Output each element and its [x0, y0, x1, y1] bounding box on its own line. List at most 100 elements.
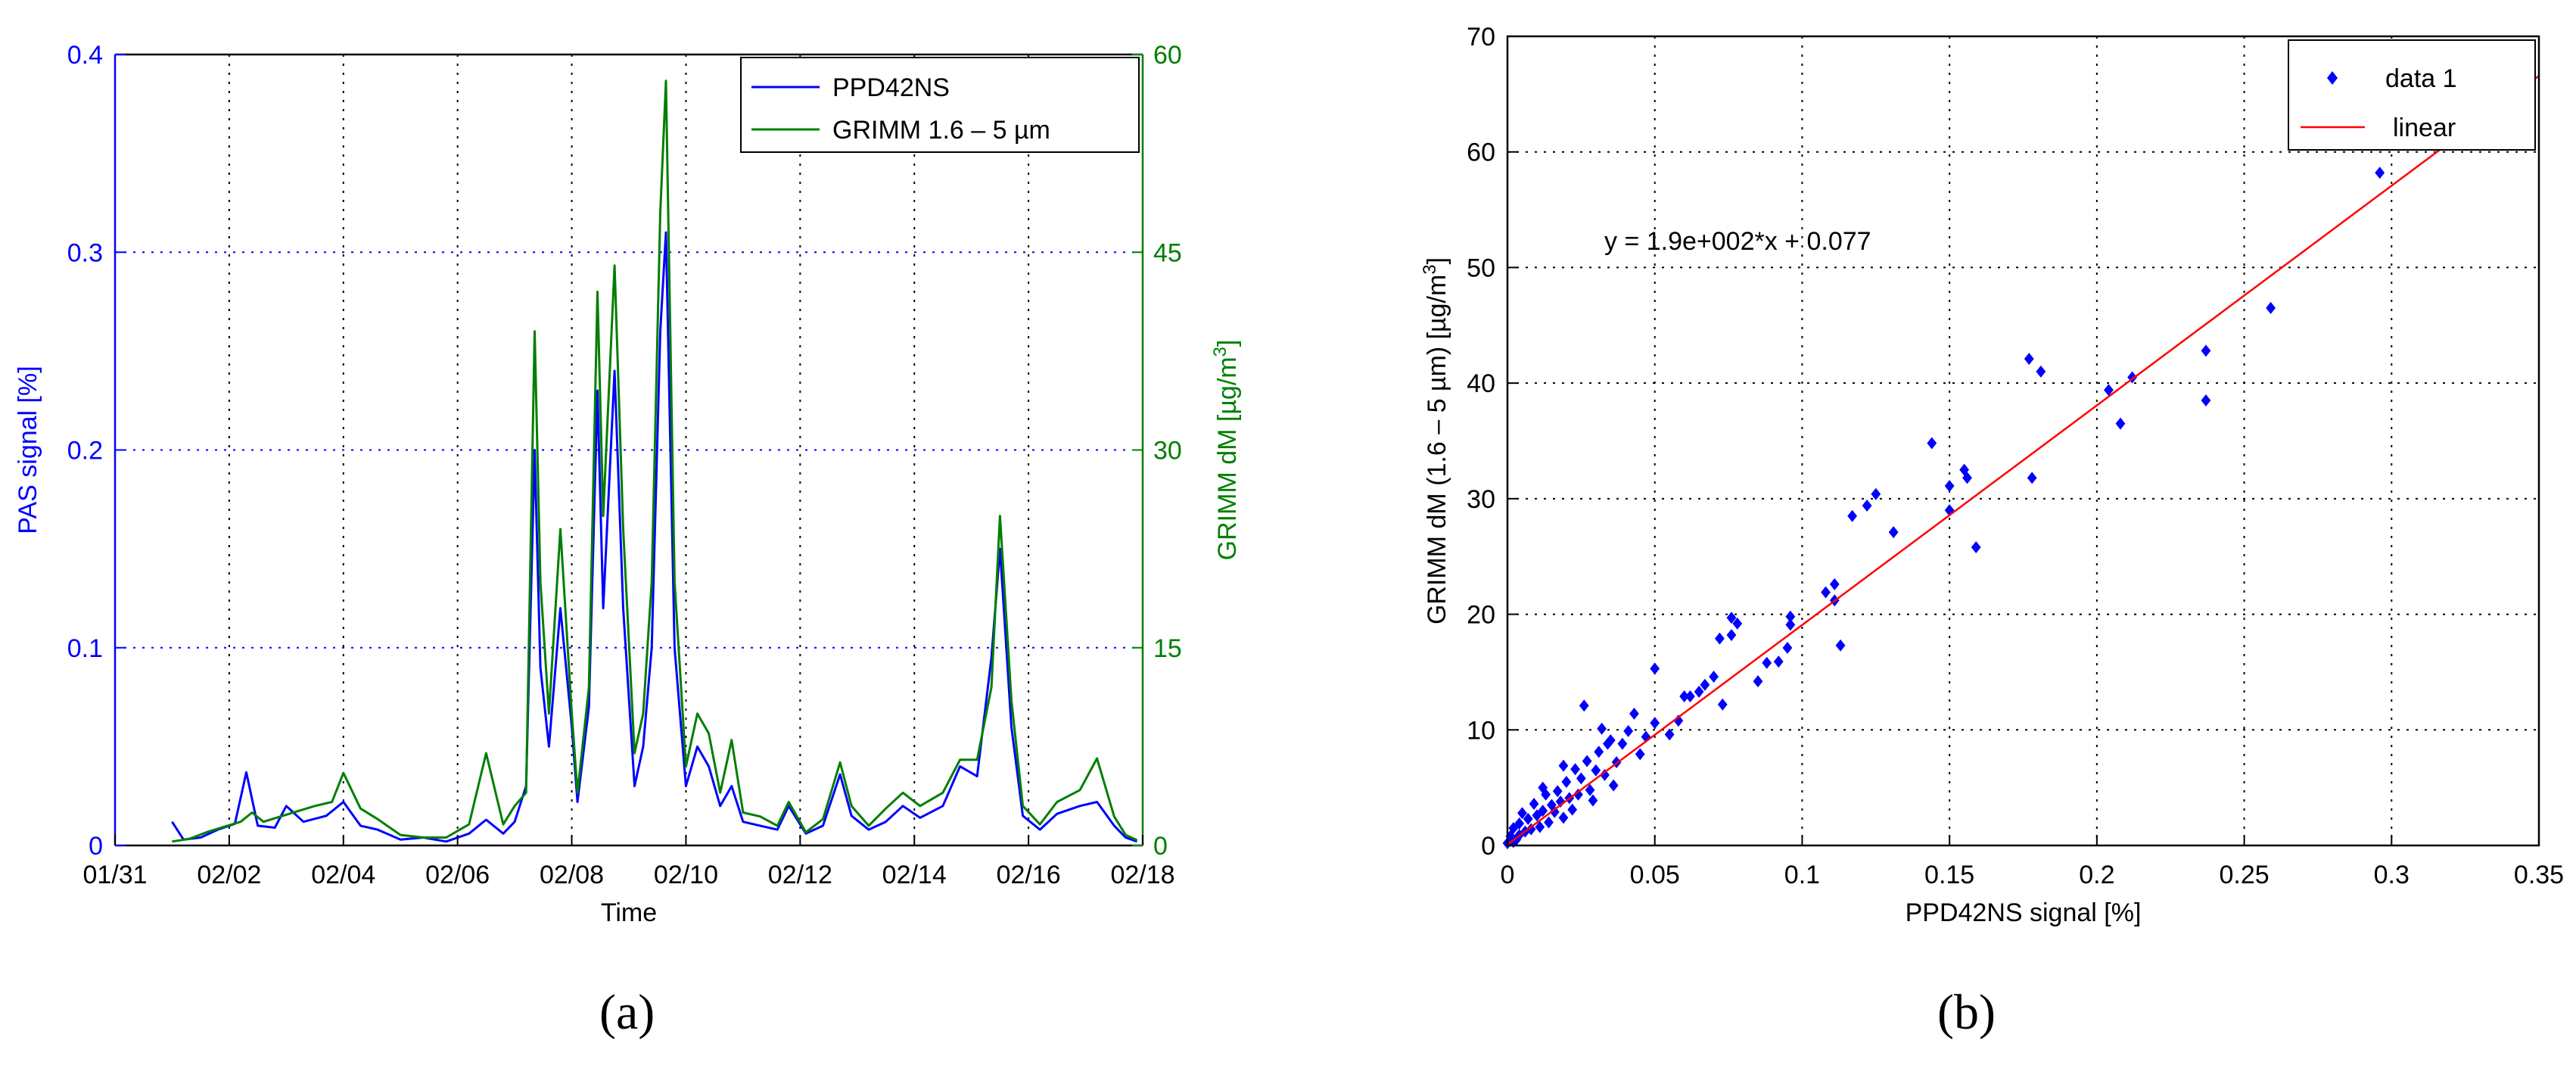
y-tick-label-right: 45	[1153, 238, 1182, 267]
scatter-point	[1555, 795, 1566, 808]
legend-b: data 1 linear	[2288, 39, 2536, 151]
legend-marker-data	[2327, 71, 2338, 85]
x-axis-label: Time	[601, 898, 657, 927]
legend-a: PPD42NS GRIMM 1.6 – 5 µm	[740, 57, 1140, 153]
y-axis-label-right: GRIMM dM [µg/m3]	[1210, 340, 1243, 561]
x-axis-label: PPD42NS signal [%]	[1906, 898, 2142, 927]
scatter-point	[1962, 472, 1972, 484]
scatter-point	[1529, 798, 1539, 811]
chart-b-scatter: 0 0.05 0.1 0.15 0.2 0.25 0.3 0.35 0 10 20 30 40 50 60 7…	[1420, 23, 2565, 927]
scatter-point	[1782, 641, 1793, 654]
legend-box	[740, 57, 1140, 153]
x-tick-label: 02/02	[197, 861, 261, 889]
scatter-point	[1717, 698, 1728, 711]
x-tick-label: 0.3	[2374, 861, 2410, 889]
y-tick-label-right: 0	[1153, 832, 1168, 861]
scatter-point	[1608, 779, 1619, 792]
scatter-point	[1558, 759, 1569, 772]
scatter-point	[1753, 675, 1763, 688]
scatter-point	[2266, 301, 2276, 314]
scatter-point	[1508, 836, 1519, 848]
scatter-point	[1576, 772, 1586, 785]
scatter-point	[1726, 629, 1737, 642]
series-line-ppd42ns	[171, 231, 1137, 843]
scatter-point	[1821, 586, 1831, 599]
y-tick-label-left: 0.2	[67, 437, 103, 465]
y-tick-label: 50	[1467, 254, 1495, 282]
x-tick-label: 0.25	[2219, 861, 2269, 889]
x-tick-label: 02/14	[882, 861, 947, 889]
scatter-point	[1505, 830, 1516, 842]
scatter-point	[1547, 799, 1557, 811]
x-tick-label: 01/31	[82, 861, 147, 889]
scatter-point	[1517, 807, 1527, 820]
scatter-point	[1535, 820, 1545, 833]
scatter-point	[1541, 788, 1551, 801]
scatter-point	[1635, 748, 1645, 761]
x-tick-label: 0.15	[1924, 861, 1974, 889]
scatter-point	[1617, 737, 1628, 750]
fit-equation-annotation: y = 1.9e+002*x + 0.077	[1604, 227, 1871, 256]
x-tick-label: 0	[1501, 861, 1515, 889]
chart-a-time-series: 01/31 02/02 02/04 02/06 02/08 02/10 02/12 02/14…	[14, 41, 1243, 927]
legend-box	[2288, 39, 2536, 151]
scatter-point	[1573, 788, 1583, 801]
scatter-point	[1538, 781, 1548, 794]
scatter-point	[2024, 353, 2034, 366]
panel-label-b: (b)	[1937, 985, 1996, 1040]
y-tick-label: 20	[1467, 601, 1495, 630]
scatter-point	[1508, 822, 1519, 835]
scatter-point	[1888, 526, 1899, 539]
scatter-point	[1523, 812, 1533, 825]
scatter-point	[2201, 394, 2211, 407]
legend-label: GRIMM 1.6 – 5 µm	[832, 116, 1050, 145]
scatter-point	[1679, 690, 1690, 702]
scatter-point	[1600, 768, 1610, 781]
x-tick-label: 02/04	[311, 861, 375, 889]
series-line-grimm-1-6-5-m	[172, 79, 1138, 843]
scatter-point	[1567, 803, 1578, 816]
y-tick-label-right: 30	[1153, 437, 1182, 465]
scatter-point	[1514, 817, 1524, 830]
x-tick-label: 0.1	[1784, 861, 1820, 889]
legend-label: PPD42NS	[832, 73, 950, 102]
x-tick-label: 02/12	[768, 861, 832, 889]
scatter-point	[2027, 472, 2037, 484]
scatter-point	[1709, 671, 1719, 683]
y-tick-label-right: 15	[1153, 634, 1182, 663]
scatter-point	[1544, 816, 1554, 829]
y-tick-label: 30	[1467, 485, 1495, 514]
x-tick-label: 0.2	[2079, 861, 2114, 889]
scatter-point	[1594, 746, 1604, 758]
scatter-point	[1835, 639, 1846, 652]
scatter-point	[1650, 662, 1660, 675]
scatter-point	[1588, 794, 1598, 807]
y-tick-label: 10	[1467, 716, 1495, 745]
scatter-point	[1927, 437, 1937, 450]
scatter-point	[1773, 655, 1784, 668]
y-tick-label-left: 0.1	[67, 634, 103, 663]
y-tick-label-left: 0.3	[67, 238, 103, 267]
x-tick-label: 02/18	[1110, 861, 1174, 889]
scatter-point	[2104, 384, 2114, 397]
y-axis-label-left: PAS signal [%]	[14, 366, 42, 534]
scatter-point	[1582, 755, 1592, 768]
scatter-point	[1714, 632, 1725, 645]
scatter-point	[1597, 722, 1607, 735]
x-tick-label: 0.35	[2514, 861, 2564, 889]
y-tick-label-left: 0.4	[67, 41, 103, 70]
y-tick-label: 0	[1481, 832, 1495, 861]
legend-label: linear	[2393, 114, 2456, 142]
scatter-point	[1532, 809, 1542, 822]
scatter-point	[1558, 811, 1569, 824]
scatter-point	[1570, 763, 1580, 776]
x-tick-label: 0.05	[1630, 861, 1680, 889]
scatter-point	[1944, 504, 1955, 517]
scatter-point	[1829, 578, 1840, 590]
y-tick-label: 60	[1467, 139, 1495, 167]
scatter-point	[1944, 480, 1955, 493]
scatter-point	[1603, 737, 1613, 750]
scatter-point	[1862, 500, 1872, 512]
scatter-point	[1561, 776, 1572, 789]
x-tick-label: 02/08	[540, 861, 604, 889]
